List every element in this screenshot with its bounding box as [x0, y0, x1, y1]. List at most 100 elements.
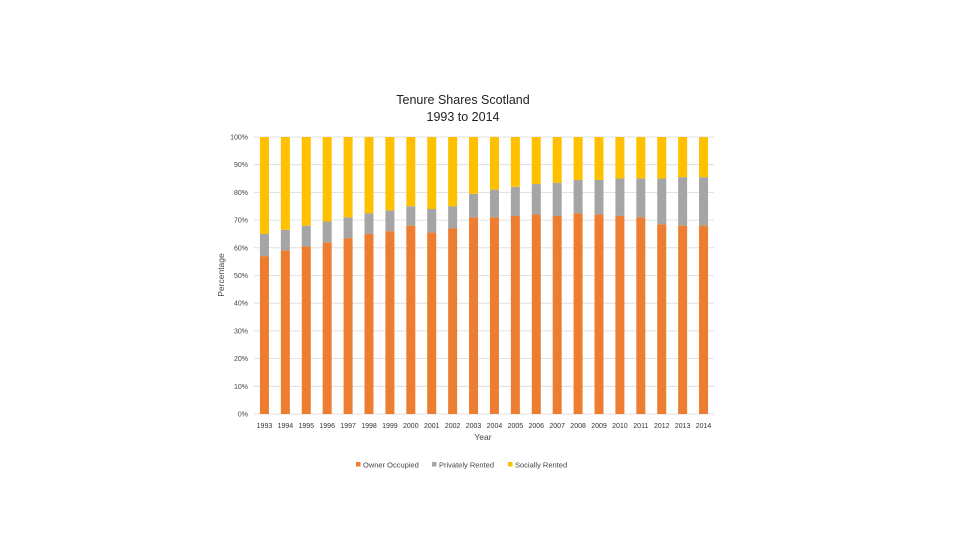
bar-privately-rented-1998	[364, 213, 374, 234]
x-tick-label: 2004	[487, 423, 503, 430]
bar-privately-rented-2010	[615, 178, 625, 216]
bar-socially-rented-1993	[259, 137, 269, 234]
bar-privately-rented-2005	[510, 186, 520, 216]
y-tick-label: 40%	[234, 301, 248, 308]
bar-privately-rented-2009	[594, 179, 604, 215]
legend-swatch-owner-occupied	[356, 462, 361, 467]
bar-privately-rented-2008	[573, 179, 583, 214]
bar-socially-rented-2006	[531, 137, 541, 185]
bar-owner-occupied-2000	[406, 225, 416, 414]
bar-socially-rented-2014	[699, 137, 709, 178]
x-tick-label: 1996	[319, 423, 335, 430]
bar-owner-occupied-2005	[510, 215, 520, 414]
x-tick-label: 2008	[570, 423, 586, 430]
bar-socially-rented-2005	[510, 137, 520, 187]
y-axis-ticks: 0% 10% 20% 30% 40% 50% 60% 70% 80% 90% 100%	[230, 135, 248, 419]
bar-owner-occupied-2001	[427, 232, 437, 414]
bar-socially-rented-2012	[657, 137, 667, 179]
bar-socially-rented-2004	[489, 137, 499, 190]
x-axis-label: Year	[474, 432, 491, 442]
x-axis-ticks: 1993 1994 1995 1996 1997 1998 1999 2000 2001 2002…	[257, 423, 712, 430]
bar-privately-rented-2006	[531, 184, 541, 215]
x-tick-label: 1998	[361, 423, 377, 430]
chart-title: Tenure Shares Scotland 1993 to 2014	[396, 93, 529, 124]
bar-privately-rented-1994	[280, 229, 290, 251]
bar-owner-occupied-2010	[615, 215, 625, 414]
bar-owner-occupied-2003	[469, 217, 479, 414]
y-tick-label: 10%	[234, 384, 248, 391]
legend-label-owner-occupied: Owner Occupied	[363, 461, 419, 470]
bar-privately-rented-2014	[699, 177, 709, 226]
bar-privately-rented-2001	[427, 209, 437, 233]
bar-socially-rented-1997	[343, 137, 353, 218]
bar-owner-occupied-2012	[657, 224, 667, 414]
bar-socially-rented-1998	[364, 137, 374, 214]
bar-privately-rented-1995	[301, 225, 311, 247]
x-tick-label: 1999	[382, 423, 398, 430]
bar-privately-rented-2013	[678, 177, 688, 226]
bar-privately-rented-1999	[385, 210, 395, 232]
bars	[259, 137, 709, 414]
y-tick-label: 30%	[234, 328, 248, 335]
bar-owner-occupied-1999	[385, 231, 395, 414]
bar-privately-rented-2003	[469, 193, 479, 218]
bar-owner-occupied-1998	[364, 233, 374, 414]
y-tick-label: 50%	[234, 273, 248, 280]
x-tick-label: 2007	[549, 423, 565, 430]
legend-label-socially-rented: Socially Rented	[515, 461, 567, 470]
y-tick-label: 80%	[234, 190, 248, 197]
bar-privately-rented-2004	[489, 189, 499, 218]
bar-socially-rented-1999	[385, 137, 395, 211]
bar-socially-rented-2002	[448, 137, 458, 207]
x-tick-label: 2014	[696, 423, 712, 430]
y-axis-label: Percentage	[216, 253, 226, 297]
bar-owner-occupied-1997	[343, 238, 353, 414]
bar-owner-occupied-1994	[280, 250, 290, 414]
x-tick-label: 2013	[675, 423, 691, 430]
bar-owner-occupied-1996	[322, 242, 332, 414]
bar-privately-rented-1993	[259, 233, 269, 257]
bar-owner-occupied-2008	[573, 213, 583, 414]
chart-title-line-1: Tenure Shares Scotland	[396, 93, 529, 107]
chart-title-line-2: 1993 to 2014	[427, 110, 500, 124]
x-tick-label: 2002	[445, 423, 461, 430]
x-tick-label: 2012	[654, 423, 670, 430]
x-tick-label: 2006	[528, 423, 544, 430]
bar-owner-occupied-1995	[301, 246, 311, 414]
bar-privately-rented-2002	[448, 206, 458, 229]
bar-socially-rented-2013	[678, 137, 688, 178]
x-tick-label: 1995	[298, 423, 314, 430]
x-tick-label: 2011	[633, 423, 648, 430]
x-tick-label: 1993	[257, 423, 273, 430]
y-tick-label: 90%	[234, 162, 248, 169]
legend-swatch-socially-rented	[508, 462, 513, 467]
y-tick-label: 0%	[238, 412, 248, 419]
bar-socially-rented-1996	[322, 137, 332, 222]
bar-socially-rented-2001	[427, 137, 437, 210]
x-tick-label: 2001	[424, 423, 440, 430]
bar-privately-rented-2012	[657, 178, 667, 225]
x-tick-label: 2003	[466, 423, 482, 430]
y-tick-label: 70%	[234, 218, 248, 225]
bar-owner-occupied-2004	[489, 217, 499, 414]
bar-owner-occupied-2006	[531, 214, 541, 414]
x-tick-label: 2005	[508, 423, 524, 430]
bar-privately-rented-2011	[636, 178, 646, 218]
legend: Owner Occupied Privately Rented Socially R…	[356, 461, 567, 470]
y-tick-label: 60%	[234, 245, 248, 252]
legend-label-privately-rented: Privately Rented	[439, 461, 494, 470]
bar-owner-occupied-2002	[448, 228, 458, 414]
bar-owner-occupied-2007	[552, 215, 562, 414]
bar-privately-rented-1997	[343, 217, 353, 239]
bar-socially-rented-2008	[573, 137, 583, 180]
x-tick-label: 2010	[612, 423, 628, 430]
bar-owner-occupied-2009	[594, 214, 604, 414]
x-tick-label: 1994	[278, 423, 294, 430]
x-tick-label: 2009	[591, 423, 607, 430]
bar-owner-occupied-1993	[259, 256, 269, 414]
bar-socially-rented-2010	[615, 137, 625, 179]
bar-owner-occupied-2014	[699, 225, 709, 414]
bar-socially-rented-2009	[594, 137, 604, 180]
bar-socially-rented-2003	[469, 137, 479, 194]
